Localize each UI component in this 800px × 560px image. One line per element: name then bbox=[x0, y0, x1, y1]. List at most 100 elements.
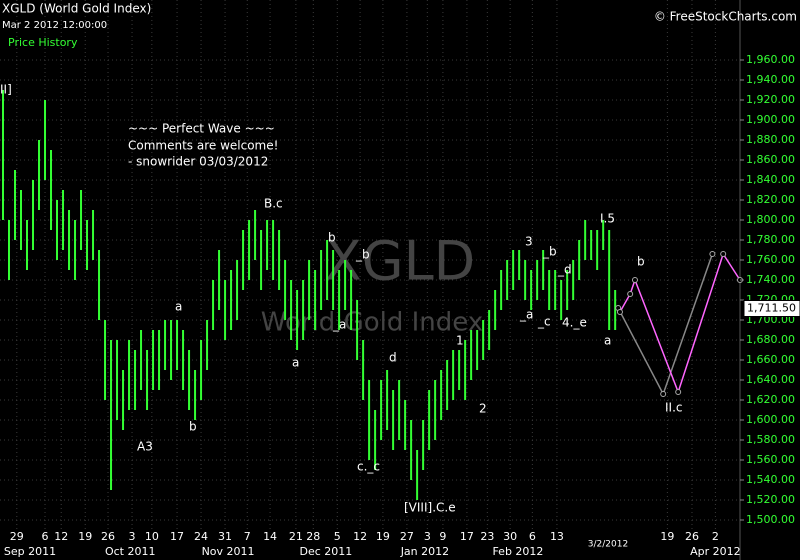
x-tick-label: 10 bbox=[145, 530, 159, 543]
annotation: _b bbox=[355, 248, 370, 262]
month-label: Nov 2011 bbox=[202, 545, 255, 558]
annotation: _b bbox=[542, 245, 557, 259]
projection-line bbox=[619, 252, 741, 395]
x-tick-label: 3 bbox=[129, 530, 136, 543]
projection-point bbox=[631, 277, 638, 283]
x-tick-label: 9 bbox=[439, 530, 446, 543]
annotation: ~~~ Perfect Wave ~~~ bbox=[128, 122, 275, 136]
x-tick-label: 17 bbox=[460, 530, 474, 543]
last-price-label: 1,711.50 bbox=[747, 302, 796, 315]
annotation: c._c bbox=[357, 460, 380, 474]
x-tick-label: 6 bbox=[42, 530, 49, 543]
projection-point bbox=[709, 251, 716, 257]
x-tick-label: 24 bbox=[194, 530, 208, 543]
y-tick-label: 1,600.00 bbox=[746, 413, 795, 426]
projection-point bbox=[660, 391, 667, 397]
x-tick-label: 31 bbox=[218, 530, 232, 543]
month-label: 3/2/2012 bbox=[588, 540, 628, 550]
source-label: © FreeStockCharts.com bbox=[654, 10, 797, 24]
x-tick-label: 19 bbox=[78, 530, 92, 543]
annotation: 2 bbox=[479, 402, 487, 416]
y-tick-label: 1,540.00 bbox=[746, 473, 795, 486]
annotation: b bbox=[328, 231, 336, 245]
annotation: _a bbox=[519, 308, 533, 322]
x-tick-label: 26 bbox=[685, 530, 699, 543]
y-tick-label: 1,940.00 bbox=[746, 73, 795, 86]
symbol-title: XGLD (World Gold Index) bbox=[2, 2, 151, 16]
last-price-box bbox=[743, 300, 800, 317]
y-tick-label: 1,740.00 bbox=[746, 273, 795, 286]
month-label: Jan 2012 bbox=[400, 545, 449, 558]
x-tick-label: 17 bbox=[170, 530, 184, 543]
watermark-name: World Gold Index bbox=[261, 308, 483, 338]
y-tick-label: 1,960.00 bbox=[746, 53, 795, 66]
y-tick-label: 1,660.00 bbox=[746, 353, 795, 366]
watermark-symbol: XGLD bbox=[325, 230, 476, 293]
y-tick-label: 1,500.00 bbox=[746, 513, 795, 526]
month-label: Apr 2012 bbox=[690, 545, 741, 558]
x-tick-label: 5 bbox=[334, 530, 341, 543]
projection-point bbox=[616, 309, 623, 315]
x-tick-label: 6 bbox=[529, 530, 536, 543]
x-tick-label: 29 bbox=[10, 530, 24, 543]
annotation: Comments are welcome! bbox=[128, 139, 278, 153]
x-tick-label: 12 bbox=[353, 530, 367, 543]
x-tick-label: 2 bbox=[712, 530, 719, 543]
y-tick-label: 1,920.00 bbox=[746, 93, 795, 106]
y-tick-label: 1,760.00 bbox=[746, 253, 795, 266]
month-label: Dec 2011 bbox=[299, 545, 352, 558]
y-tick-label: 1,680.00 bbox=[746, 333, 795, 346]
x-tick-label: 14 bbox=[263, 530, 277, 543]
annotation: [VIII].C.e bbox=[404, 501, 456, 515]
x-tick-label: 28 bbox=[306, 530, 320, 543]
projection-point bbox=[627, 291, 634, 297]
y-tick-label: 1,880.00 bbox=[746, 133, 795, 146]
x-tick-label: 7 bbox=[244, 530, 251, 543]
annotation: 1 bbox=[456, 334, 464, 348]
y-tick-label: 1,900.00 bbox=[746, 113, 795, 126]
month-label: Feb 2012 bbox=[492, 545, 543, 558]
x-tick-label: 30 bbox=[503, 530, 517, 543]
x-tick-label: 23 bbox=[480, 530, 494, 543]
x-tick-label: 19 bbox=[660, 530, 674, 543]
y-tick-label: 1,820.00 bbox=[746, 193, 795, 206]
y-tick-label: 1,860.00 bbox=[746, 153, 795, 166]
annotation: 3 bbox=[525, 235, 533, 249]
annotation: _d bbox=[557, 263, 572, 277]
annotation: _c bbox=[537, 315, 551, 329]
annotation: a bbox=[175, 300, 182, 314]
annotation: I.5 bbox=[600, 212, 615, 226]
projection-point bbox=[720, 251, 727, 257]
y-tick-label: 1,640.00 bbox=[746, 373, 795, 386]
annotation: b bbox=[637, 255, 645, 269]
y-tick-label: 1,620.00 bbox=[746, 393, 795, 406]
annotation: - snowrider 03/03/2012 bbox=[128, 155, 268, 169]
annotation: _a bbox=[332, 318, 346, 332]
x-tick-label: 27 bbox=[400, 530, 414, 543]
annotation: d bbox=[389, 351, 397, 365]
annotation: a bbox=[292, 356, 299, 370]
annotation: A3 bbox=[137, 440, 153, 454]
projection-point bbox=[675, 389, 682, 395]
annotation: b bbox=[189, 420, 197, 434]
annotation: II.c bbox=[665, 401, 683, 415]
y-tick-label: 1,840.00 bbox=[746, 173, 795, 186]
annotation: II] bbox=[0, 83, 12, 97]
panel-label: Price History bbox=[8, 36, 78, 49]
y-tick-label: 1,800.00 bbox=[746, 213, 795, 226]
x-tick-label: 19 bbox=[376, 530, 390, 543]
x-tick-label: 3 bbox=[424, 530, 431, 543]
annotation: 4._e bbox=[562, 316, 587, 330]
x-tick-label: 12 bbox=[54, 530, 68, 543]
x-tick-label: 21 bbox=[289, 530, 303, 543]
x-tick-label: 13 bbox=[550, 530, 564, 543]
x-tick-label: 26 bbox=[101, 530, 115, 543]
month-label: Sep 2011 bbox=[4, 545, 56, 558]
y-tick-label: 1,580.00 bbox=[746, 433, 795, 446]
y-tick-label: 1,520.00 bbox=[746, 493, 795, 506]
month-label: Oct 2011 bbox=[105, 545, 156, 558]
y-tick-label: 1,560.00 bbox=[746, 453, 795, 466]
annotation: a bbox=[604, 334, 611, 348]
y-tick-label: 1,780.00 bbox=[746, 233, 795, 246]
